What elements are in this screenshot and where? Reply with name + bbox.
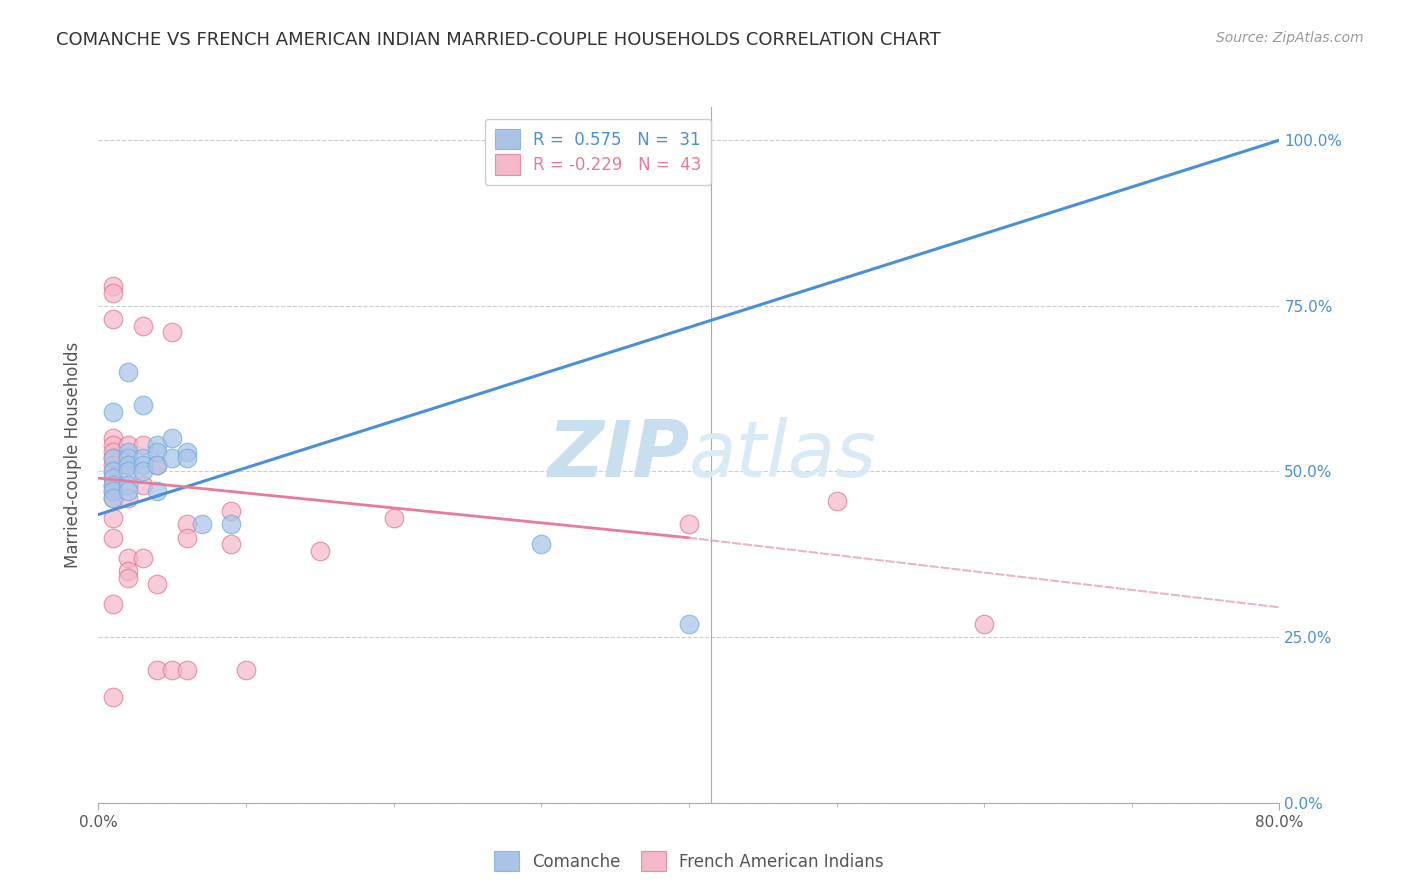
- Point: [162, 451, 183, 466]
- Point: [176, 451, 198, 466]
- Point: [103, 458, 125, 472]
- Point: [103, 491, 125, 505]
- Point: [103, 477, 125, 491]
- Point: [103, 444, 125, 458]
- Point: [132, 398, 155, 412]
- Point: [146, 577, 169, 591]
- Legend: Comanche, French American Indians: Comanche, French American Indians: [488, 845, 890, 878]
- Point: [176, 663, 198, 677]
- Point: [103, 312, 125, 326]
- Point: [678, 517, 700, 532]
- Point: [132, 465, 155, 479]
- Point: [176, 444, 198, 458]
- Point: [103, 484, 125, 499]
- Point: [117, 451, 139, 466]
- Point: [103, 405, 125, 419]
- Point: [117, 491, 139, 505]
- Point: [117, 570, 139, 584]
- Point: [132, 458, 155, 472]
- Point: [132, 318, 155, 333]
- Point: [235, 663, 257, 677]
- Point: [219, 537, 242, 551]
- Point: [117, 438, 139, 452]
- Point: [825, 494, 848, 508]
- Point: [191, 517, 214, 532]
- Point: [103, 431, 125, 445]
- Point: [176, 517, 198, 532]
- Y-axis label: Married-couple Households: Married-couple Households: [65, 342, 83, 568]
- Text: COMANCHE VS FRENCH AMERICAN INDIAN MARRIED-COUPLE HOUSEHOLDS CORRELATION CHART: COMANCHE VS FRENCH AMERICAN INDIAN MARRI…: [56, 31, 941, 49]
- Point: [146, 458, 169, 472]
- Point: [162, 431, 183, 445]
- Text: Source: ZipAtlas.com: Source: ZipAtlas.com: [1216, 31, 1364, 45]
- Point: [146, 458, 169, 472]
- Point: [219, 504, 242, 518]
- Point: [648, 133, 671, 147]
- Point: [146, 663, 169, 677]
- Point: [678, 616, 700, 631]
- Point: [117, 458, 139, 472]
- Point: [103, 690, 125, 704]
- Point: [132, 477, 155, 491]
- Point: [103, 597, 125, 611]
- Point: [103, 491, 125, 505]
- Point: [973, 616, 995, 631]
- Point: [132, 550, 155, 565]
- Point: [103, 285, 125, 300]
- Point: [117, 484, 139, 499]
- Point: [176, 531, 198, 545]
- Point: [162, 663, 183, 677]
- Point: [103, 477, 125, 491]
- Point: [103, 451, 125, 466]
- Point: [117, 564, 139, 578]
- Point: [103, 471, 125, 485]
- Point: [146, 438, 169, 452]
- Point: [117, 477, 139, 491]
- Point: [309, 544, 332, 558]
- Point: [146, 484, 169, 499]
- Point: [103, 531, 125, 545]
- Point: [132, 451, 155, 466]
- Point: [103, 451, 125, 466]
- Point: [103, 471, 125, 485]
- Point: [117, 550, 139, 565]
- Point: [103, 438, 125, 452]
- Point: [219, 517, 242, 532]
- Point: [146, 444, 169, 458]
- Point: [117, 444, 139, 458]
- Point: [117, 458, 139, 472]
- Point: [103, 484, 125, 499]
- Point: [103, 511, 125, 525]
- Point: [132, 438, 155, 452]
- Text: atlas: atlas: [689, 417, 877, 493]
- Text: ZIP: ZIP: [547, 417, 689, 493]
- Point: [382, 511, 405, 525]
- Point: [103, 279, 125, 293]
- Point: [162, 326, 183, 340]
- Point: [117, 465, 139, 479]
- Point: [117, 365, 139, 379]
- Point: [103, 465, 125, 479]
- Point: [103, 465, 125, 479]
- Point: [530, 537, 553, 551]
